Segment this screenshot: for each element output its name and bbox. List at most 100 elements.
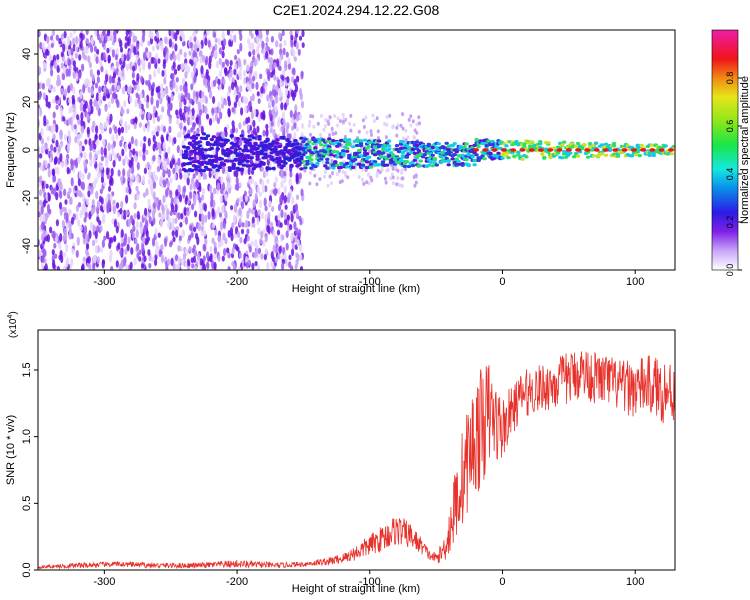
spectrogram-noise-point [404,128,408,133]
spectrogram-noise-point [308,170,312,175]
spectrogram-noise-point [239,236,243,244]
spectrogram-noise-point [280,209,284,219]
spectrogram-noise-point [217,235,221,243]
spectrogram-noise-point [96,171,101,179]
spectrogram-noise-point [257,209,261,217]
spectrogram-noise-point [189,36,193,42]
spectrogram-noise-point [96,149,101,156]
spectrogram-noise-point [115,225,119,234]
spectrogram-y-tick-label: -20 [21,190,33,206]
spectrogram-noise-point [52,133,56,142]
spectrogram-signal-point [394,144,400,148]
spectrogram-noise-point [193,197,197,206]
spectrogram-noise-point [70,257,74,267]
spectrogram-noise-point [337,168,341,173]
spectrogram-noise-point [118,70,122,78]
spectrogram-noise-point [52,86,56,93]
colorbar-tick-label: 0.8 [725,72,735,85]
spectrogram-noise-point [133,122,137,130]
spectrogram-x-tick-label: 0 [499,276,505,288]
spectrogram-noise-point [42,248,47,258]
spectrogram-signal-point [299,167,304,171]
spectrogram-noise-point [128,159,132,169]
spectrogram-noise-point [192,173,196,179]
spectrogram-noise-point [166,181,171,188]
spectrogram-noise-point [55,235,59,243]
spectrogram-noise-point [99,188,103,195]
spectrogram-noise-point [227,95,231,102]
spectrogram-noise-point [99,123,103,130]
spectrogram-noise-point [151,81,156,89]
svg-text:(x104): (x104) [7,311,19,338]
spectrogram-noise-point [142,154,146,162]
spectrogram-noise-point [152,170,156,179]
spectrogram-signal-point [247,138,252,142]
spectrogram-noise-point [151,256,155,263]
spectrogram-noise-point [67,58,71,66]
spectrogram-signal-point [263,152,268,156]
spectrogram-noise-point [56,265,60,270]
spectrogram-noise-point [130,247,134,255]
spectrogram-noise-point [67,142,71,152]
spectrogram-peak-point [621,148,628,152]
snr-x-tick-label: 100 [626,576,644,588]
spectrogram-noise-point [127,236,131,244]
spectrogram-noise-point [268,109,272,118]
spectrogram-noise-point [124,155,128,162]
spectrogram-noise-point [189,58,193,65]
spectrogram-noise-point [198,213,202,222]
spectrogram-noise-point [177,94,182,102]
spectrogram-noise-point [190,232,194,239]
spectrogram-noise-point [213,187,217,195]
spectrogram-noise-point [142,192,146,198]
spectrogram-noise-point [293,78,297,87]
spectrogram-noise-point [87,189,91,198]
spectrogram-noise-point [96,200,100,209]
spectrogram-noise-point [55,104,59,110]
spectrogram-noise-point [130,44,134,54]
spectrogram-x-tick-label: -100 [359,276,381,288]
spectrogram-noise-point [335,172,339,177]
spectrogram-noise-point [108,151,112,162]
spectrogram-noise-point [223,38,227,47]
spectrogram-noise-point [219,195,223,204]
spectrogram-noise-point [156,36,160,44]
spectrogram-signal-point [281,136,286,140]
spectrogram-noise-point [72,112,76,120]
spectrogram-noise-point [113,93,117,99]
spectrogram-noise-point [168,125,172,134]
spectrogram-noise-point [114,54,118,61]
spectrogram-noise-point [262,110,266,118]
spectrogram-noise-point [65,222,69,231]
spectrogram-signal-point [482,141,487,145]
snr-y-tick-label: 1.0 [21,429,33,444]
spectrogram-noise-point [279,42,283,49]
spectrogram-peak-point [510,148,517,152]
spectrogram-signal-point [482,157,487,161]
spectrogram-signal-point [360,163,366,167]
spectrogram-noise-point [201,187,205,195]
spectrogram-noise-point [92,156,96,165]
spectrogram-noise-point [94,237,98,244]
spectrogram-signal-point [406,164,412,169]
spectrogram-noise-point [63,30,67,39]
spectrogram-noise-point [197,101,201,111]
spectrogram-noise-point [188,234,192,241]
spectrogram-noise-point [80,112,84,121]
spectrogram-x-axis-label: Height of straight line (km) [292,283,420,295]
spectrogram-noise-point [69,116,73,126]
spectrogram-noise-point [205,113,210,120]
spectrogram-noise-point [115,133,119,140]
spectrogram-noise-point [269,62,273,71]
spectrogram-noise-point [194,210,198,218]
spectrogram-signal-point [219,157,224,161]
spectrogram-noise-point [129,181,133,187]
spectrogram-noise-point [264,185,268,193]
spectrogram-noise-point [179,107,183,117]
spectrogram-noise-point [365,180,369,185]
spectrogram-noise-point [132,35,136,43]
spectrogram-signal-point [538,142,543,146]
spectrogram-noise-point [106,30,111,37]
spectrogram-noise-point [220,96,224,105]
spectrogram-noise-point [367,181,371,186]
